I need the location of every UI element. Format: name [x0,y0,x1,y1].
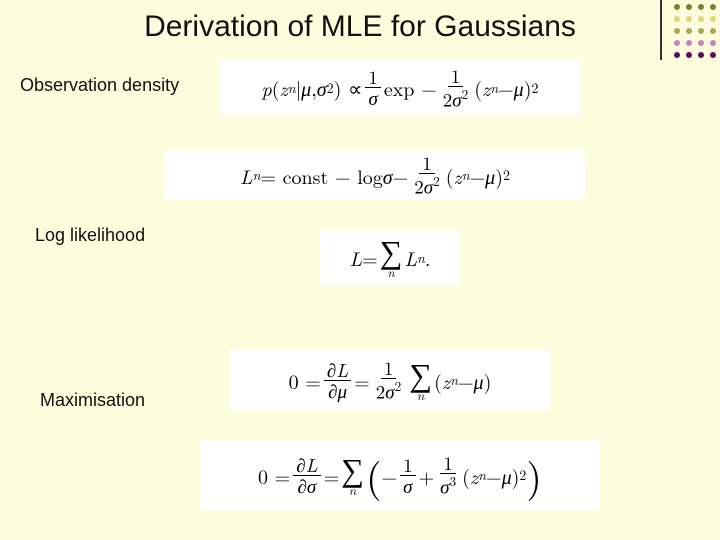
equation-total-log-likelihood: L = ∑n Ln. [320,230,460,285]
decoration-dot [686,52,692,58]
label-observation-density: Observation density [20,75,179,96]
equation-dldsigma: 0 = ∂L∂σ = ∑n (−1σ + 1σ3 (zn − μ)2) [200,440,600,510]
decoration-dot [674,52,680,58]
equation-dldmu: 0 = ∂L∂μ = 12σ2 ∑n (zn − μ) [230,350,550,410]
label-log-likelihood: Log likelihood [35,225,145,246]
equation-log-likelihood-n: Ln = const − log σ − 12σ2 (zn − μ)2 [165,150,585,200]
slide-title: Derivation of MLE for Gaussians [0,10,720,44]
decoration-dot [698,52,704,58]
decoration-dot [710,52,716,58]
equation-observation-density: p(zn|μ, σ2) ∝ 1σ exp − 12σ2 (zn − μ)2 [220,60,580,115]
label-maximisation: Maximisation [40,390,145,411]
